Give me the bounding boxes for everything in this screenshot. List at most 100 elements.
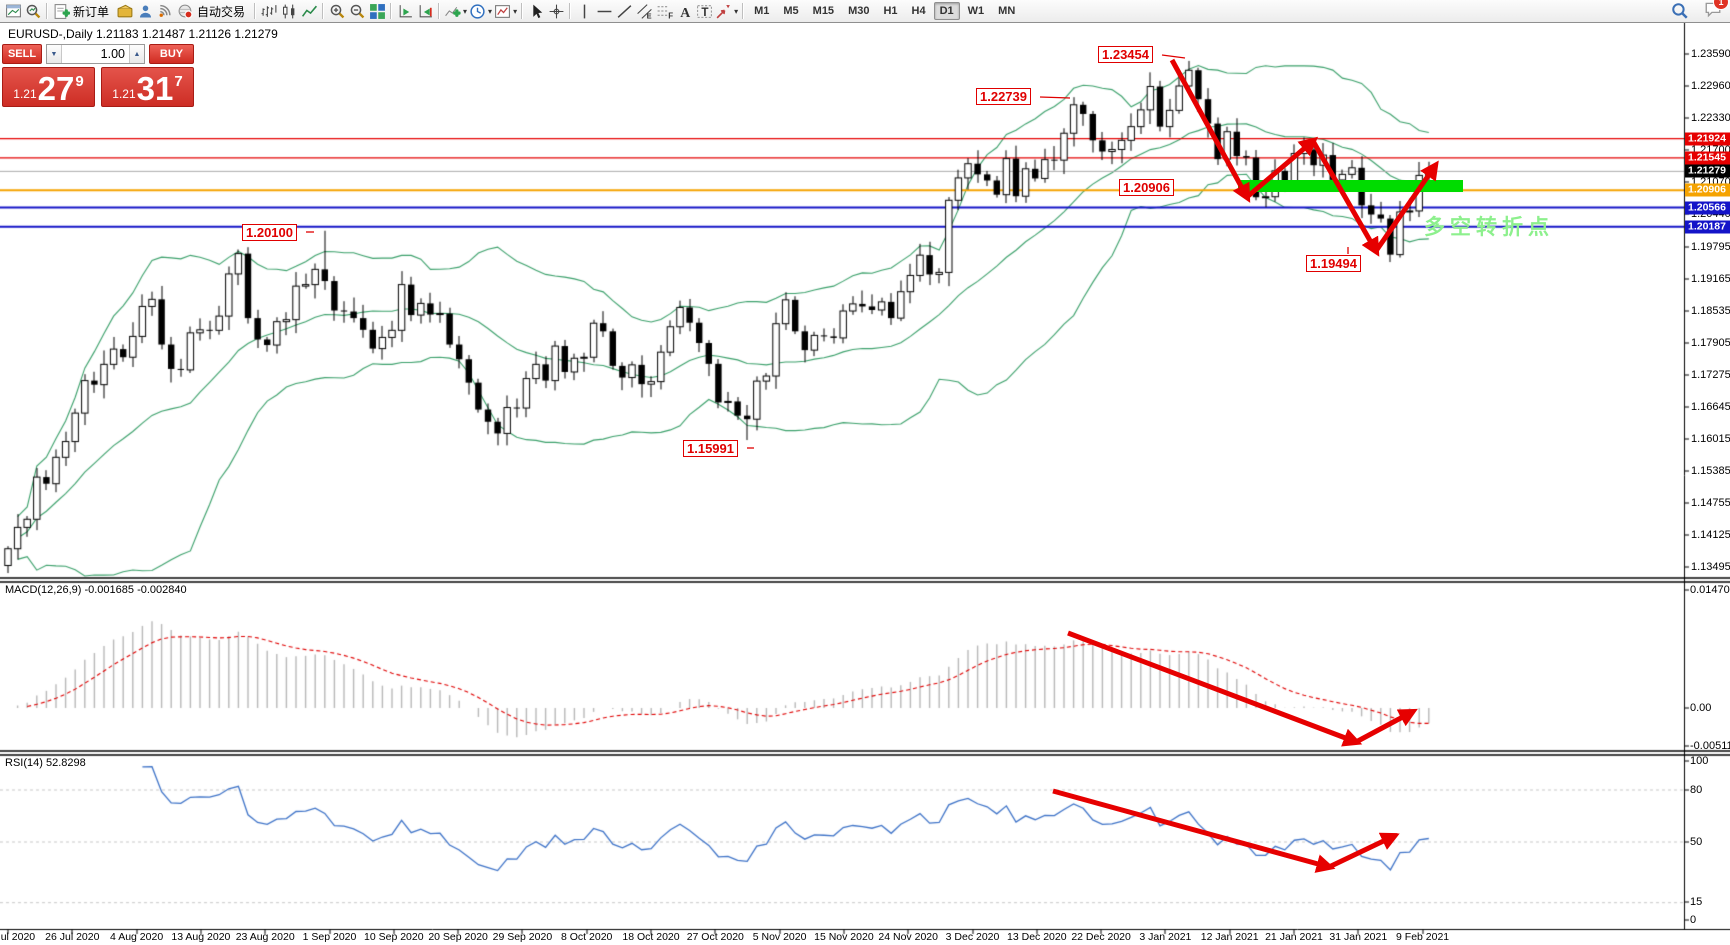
notification-badge[interactable]: 1 xyxy=(1713,0,1729,10)
price-axis-label: 1.17905 xyxy=(1691,336,1730,349)
date-axis-label: 3 Jan 2021 xyxy=(1139,931,1192,943)
rsi-axis-label: 15 xyxy=(1690,896,1703,908)
date-axis-label: 12 Jan 2021 xyxy=(1200,931,1259,943)
chart-shift-icon[interactable] xyxy=(415,1,435,21)
date-axis-label: 23 Aug 2020 xyxy=(235,931,295,943)
price-badge: 1.20187 xyxy=(1685,220,1730,234)
price-axis-label: 1.18535 xyxy=(1691,304,1730,317)
price-callout[interactable]: 1.19494 xyxy=(1306,255,1361,272)
signals-icon[interactable] xyxy=(155,1,175,21)
sell-price-display[interactable]: 1.21 27 9 xyxy=(2,67,95,107)
wallet-icon[interactable] xyxy=(115,1,135,21)
chart-window-icon[interactable] xyxy=(3,1,23,21)
new-order-button[interactable]: 新订单 xyxy=(51,1,115,21)
sell-button[interactable]: SELL xyxy=(2,44,42,64)
date-axis-label: 26 Jul 2020 xyxy=(45,931,100,943)
volume-input[interactable]: 1.00 xyxy=(100,47,125,61)
toolbar-separator xyxy=(521,3,524,19)
date-axis-label: 8 Oct 2020 xyxy=(561,931,613,943)
tile-windows-icon[interactable] xyxy=(367,1,387,21)
indicators-icon[interactable] xyxy=(443,1,468,21)
macd-axis-label: 0.014706 xyxy=(1690,584,1730,596)
timeframe-m5[interactable]: M5 xyxy=(783,5,799,17)
fibonacci-icon[interactable]: F xyxy=(654,1,674,21)
timeframe-mn[interactable]: MN xyxy=(998,5,1016,17)
price-axis-label: 1.17275 xyxy=(1691,368,1730,381)
timeframe-m1[interactable]: M1 xyxy=(754,5,770,17)
timeframe-d1[interactable]: D1 xyxy=(933,2,960,20)
volume-stepper: ▼ 1.00 ▲ xyxy=(46,44,145,64)
sell-price-big: 27 xyxy=(37,69,75,107)
timeframe-h1[interactable]: H1 xyxy=(883,5,898,17)
toolbar-right: 1 xyxy=(1670,0,1729,23)
price-badge: 1.21279 xyxy=(1685,164,1730,178)
timeframe-m15[interactable]: M15 xyxy=(812,5,835,17)
zoom-out-icon[interactable] xyxy=(347,1,367,21)
date-axis-label: 4 Aug 2020 xyxy=(110,931,164,943)
auto-scroll-icon[interactable] xyxy=(395,1,415,21)
toolbar-items: 新订单 自动交易 E FAT M1 M5 M15 M30 H1 H4 D1 W1 MN xyxy=(3,1,1022,21)
price-callout[interactable]: 1.20906 xyxy=(1119,179,1174,196)
support-zone-bar[interactable] xyxy=(1238,180,1463,192)
bar-chart-icon[interactable] xyxy=(259,1,279,21)
line-chart-icon[interactable] xyxy=(299,1,319,21)
arrows-icon[interactable] xyxy=(714,1,739,21)
price-callout[interactable]: 1.23454 xyxy=(1098,46,1153,63)
templates-icon[interactable] xyxy=(493,1,518,21)
timeframe-m30[interactable]: M30 xyxy=(848,5,870,17)
text-icon[interactable]: A xyxy=(674,1,694,21)
price-callout[interactable]: 1.20100 xyxy=(242,224,297,241)
volume-decrease-button[interactable]: ▼ xyxy=(47,45,62,63)
date-axis-label: 1 Sep 2020 xyxy=(302,931,357,943)
macd-axis-label: -0.005113 xyxy=(1690,740,1730,752)
timeframe-h4[interactable]: H4 xyxy=(911,5,926,17)
date-axis-label: 18 Oct 2020 xyxy=(622,931,680,943)
price-axis-label: 1.15385 xyxy=(1691,464,1730,477)
date-axis-label: 20 Sep 2020 xyxy=(428,931,488,943)
price-callout[interactable]: 1.15991 xyxy=(683,440,738,457)
price-callout[interactable]: 1.22739 xyxy=(976,88,1031,105)
toolbar-separator xyxy=(569,3,572,19)
date-axis-label: 24 Nov 2020 xyxy=(878,931,938,943)
price-badge: 1.20906 xyxy=(1685,183,1730,197)
toolbar-separator xyxy=(46,3,48,19)
volume-increase-button[interactable]: ▲ xyxy=(129,45,144,63)
price-axis-label: 1.23590 xyxy=(1691,48,1730,60)
date-axis-label: 29 Sep 2020 xyxy=(492,931,553,943)
vertical-line-icon[interactable] xyxy=(574,1,594,21)
turning-point-note[interactable]: 多空转折点 xyxy=(1424,216,1554,239)
date-axis-label: 13 Dec 2020 xyxy=(1007,931,1067,943)
date-axis-label: 3 Dec 2020 xyxy=(945,931,1000,943)
horizontal-line-icon[interactable] xyxy=(594,1,614,21)
price-axis-label: 1.19165 xyxy=(1691,272,1730,285)
periods-icon[interactable] xyxy=(468,1,493,21)
community-icon[interactable] xyxy=(135,1,155,21)
svg-text:T: T xyxy=(701,5,708,18)
sell-price-small: 1.21 xyxy=(13,87,37,101)
crosshair-icon[interactable] xyxy=(546,1,566,21)
timeframe-w1[interactable]: W1 xyxy=(967,5,985,17)
buy-price-small: 1.21 xyxy=(112,87,136,101)
zoom-in-icon[interactable] xyxy=(327,1,347,21)
rsi-axis-label: 80 xyxy=(1690,784,1703,796)
channel-icon[interactable]: E xyxy=(634,1,654,21)
candlestick-chart-icon[interactable] xyxy=(279,1,299,21)
sell-price-pip: 9 xyxy=(75,73,84,90)
svg-text:E: E xyxy=(646,11,651,20)
trendline-icon[interactable] xyxy=(614,1,634,21)
chart-preview-icon[interactable] xyxy=(23,1,43,21)
svg-text:F: F xyxy=(668,11,673,20)
chat-icon[interactable]: 1 xyxy=(1704,0,1729,23)
cursor-icon[interactable] xyxy=(526,1,546,21)
label-icon[interactable]: T xyxy=(694,1,714,21)
date-axis-label: 16 Jul 2020 xyxy=(0,931,36,943)
buy-price-big: 31 xyxy=(136,69,174,107)
date-axis-label: 5 Nov 2020 xyxy=(752,931,807,943)
search-icon[interactable] xyxy=(1670,1,1690,21)
macd-axis-label: 0.00 xyxy=(1690,702,1712,714)
buy-price-display[interactable]: 1.21 31 7 xyxy=(101,67,194,107)
rsi-axis-label: 0 xyxy=(1690,914,1697,926)
buy-button[interactable]: BUY xyxy=(149,44,194,64)
autotrade-button[interactable]: 自动交易 xyxy=(175,1,251,21)
